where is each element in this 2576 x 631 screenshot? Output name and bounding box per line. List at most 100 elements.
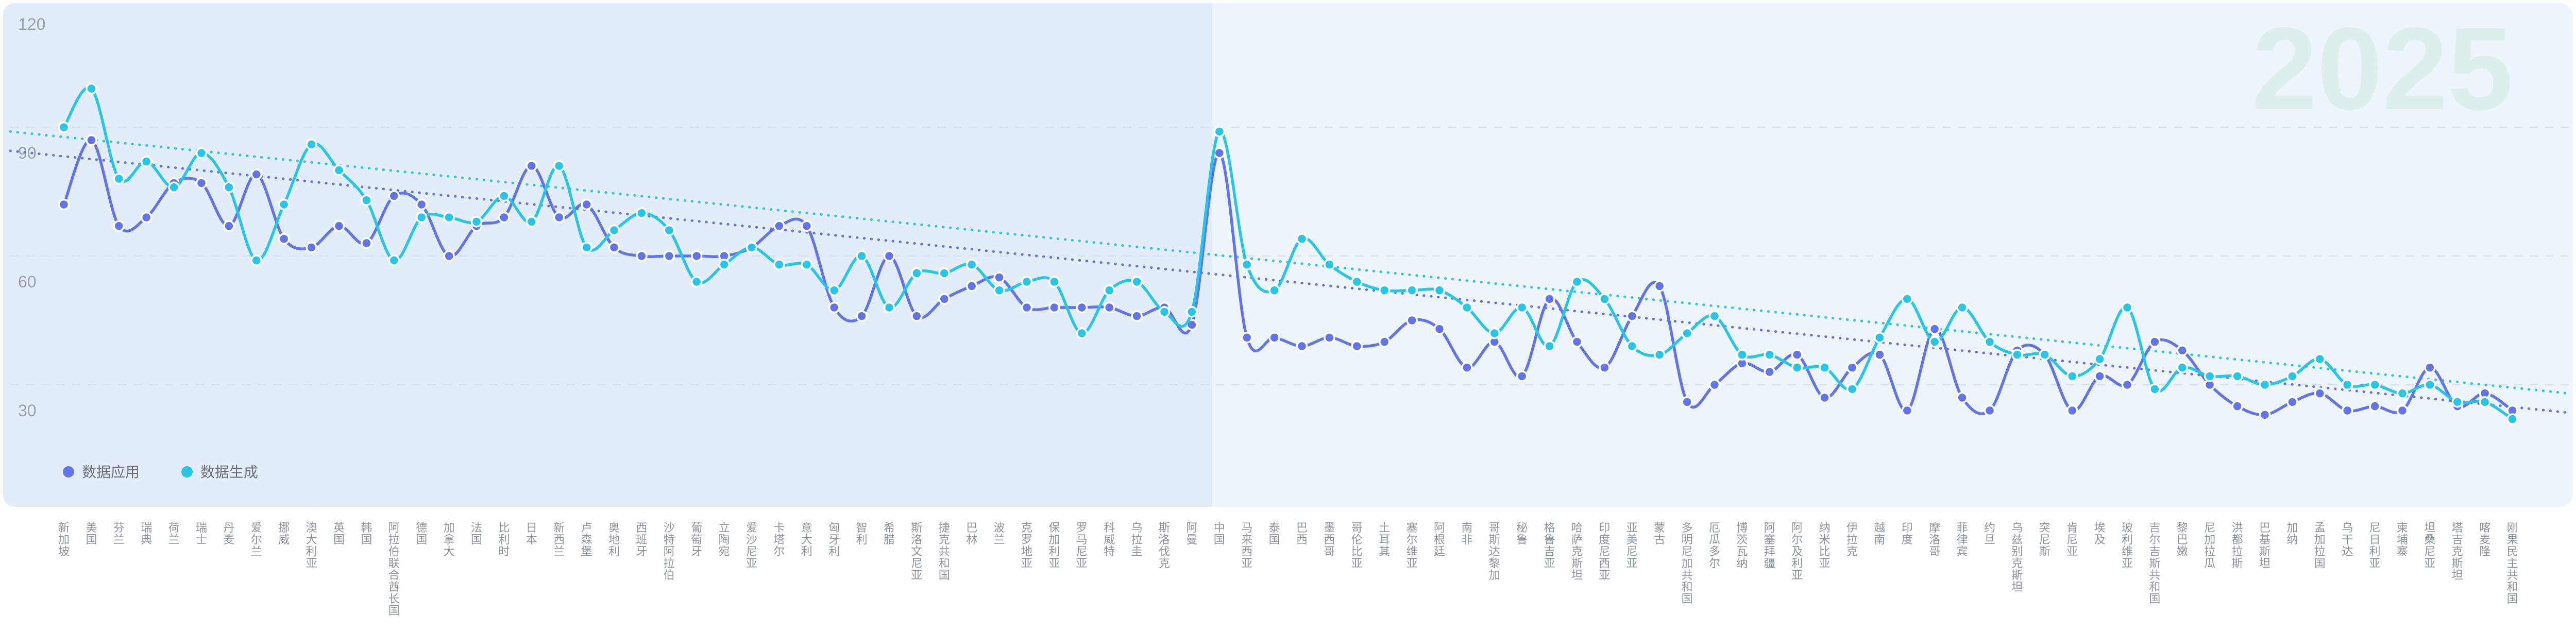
data-point (1984, 404, 1996, 417)
data-point (911, 310, 923, 322)
x-axis-label: 坦桑尼亚 (2424, 521, 2435, 570)
x-axis-label: 伊拉克 (1846, 521, 1858, 558)
data-point (1516, 370, 1528, 382)
data-point (1681, 396, 1693, 408)
data-point (2259, 379, 2271, 391)
x-axis-label: 吉尔吉斯共和国 (2149, 521, 2160, 605)
data-point (2149, 383, 2161, 395)
data-point (553, 211, 565, 224)
data-point (58, 198, 70, 211)
data-point (223, 181, 235, 193)
data-point (828, 284, 840, 296)
data-point (2094, 370, 2106, 382)
data-point (1268, 284, 1280, 296)
data-point (883, 250, 895, 262)
data-point (1846, 383, 1858, 395)
x-axis-label: 罗马尼亚 (1076, 521, 1088, 570)
data-point (1103, 284, 1115, 296)
x-axis-label: 埃及 (2094, 521, 2106, 546)
data-point (2424, 362, 2436, 373)
x-axis-label: 阿拉伯联合酋长国 (388, 521, 400, 617)
x-axis-label: 南非 (1461, 521, 1472, 546)
x-axis-label: 捷克共和国 (939, 521, 950, 582)
data-point (938, 293, 951, 305)
trend-line (9, 149, 2570, 414)
data-point (1213, 147, 1226, 159)
data-point (1819, 362, 1831, 373)
data-point (1928, 323, 1941, 335)
x-axis-label: 印度尼西亚 (1599, 521, 1610, 582)
x-axis-label: 格鲁吉亚 (1544, 521, 1555, 570)
x-axis-label: 日本 (526, 521, 537, 546)
data-point (965, 280, 978, 292)
data-point (2451, 396, 2464, 408)
data-point (1764, 366, 1776, 378)
legend-item-1[interactable]: 数据生成 (181, 464, 258, 480)
data-point (663, 250, 675, 262)
data-point (2286, 396, 2298, 408)
y-axis-label: 30 (18, 401, 37, 420)
data-point (1544, 340, 1555, 352)
legend-item-0[interactable]: 数据应用 (63, 464, 140, 480)
x-axis-label: 芬兰 (113, 521, 125, 546)
x-axis-label: 科威特 (1104, 521, 1115, 558)
data-point (2396, 387, 2409, 399)
data-point (361, 237, 372, 249)
data-point (1571, 336, 1583, 348)
data-point (636, 207, 648, 219)
x-axis-label: 尼日利亚 (2369, 521, 2381, 570)
data-point (1653, 280, 1666, 292)
x-axis-label: 肯尼亚 (2066, 521, 2078, 558)
data-point (1268, 332, 1280, 344)
data-point (1956, 391, 1968, 404)
x-axis-label: 智利 (856, 521, 868, 546)
data-point (2094, 353, 2106, 365)
data-point (1351, 340, 1363, 352)
data-point (1158, 306, 1171, 318)
data-point (1928, 336, 1941, 348)
data-point (1378, 336, 1391, 348)
data-point (883, 301, 895, 314)
x-axis-label: 加拿大 (444, 521, 455, 558)
data-point (2039, 349, 2051, 361)
x-axis-label: 塔吉克斯坦 (2452, 521, 2463, 582)
x-axis-label: 阿塞拜疆 (1764, 521, 1775, 570)
x-axis-label: 澳大利亚 (306, 521, 317, 570)
data-point (1406, 314, 1418, 327)
data-point (1874, 332, 1886, 344)
data-point (1544, 293, 1555, 305)
data-point (2506, 413, 2518, 425)
data-point (2369, 400, 2381, 412)
data-point (1433, 284, 1446, 296)
x-axis-label: 阿曼 (1186, 521, 1197, 546)
data-point (581, 198, 592, 211)
y-axis-label: 60 (18, 272, 37, 291)
data-point (1048, 276, 1060, 288)
x-axis-label: 中国 (1214, 521, 1225, 546)
x-axis-label: 英国 (333, 521, 345, 546)
x-axis-label: 哥斯达黎加 (1489, 521, 1500, 582)
x-axis-label: 荷兰 (168, 521, 180, 546)
x-axis-label: 波兰 (994, 521, 1005, 546)
x-axis-label: 卢森堡 (581, 521, 592, 558)
x-axis-label: 爱尔兰 (251, 521, 262, 558)
x-axis-label: 新西兰 (553, 521, 565, 558)
data-point (581, 242, 592, 253)
x-axis-label: 多明尼加共和国 (1682, 521, 1693, 605)
x-axis-label: 越南 (1874, 521, 1885, 546)
x-axis-label: 菲律宾 (1957, 521, 1968, 558)
x-axis-label: 厄瓜多尔 (1709, 521, 1720, 570)
data-point (86, 134, 97, 146)
data-point (553, 160, 565, 172)
data-point (2149, 336, 2161, 348)
data-point (1791, 349, 1803, 361)
data-point (1296, 340, 1308, 352)
data-point (306, 139, 317, 150)
x-axis-label: 保加利亚 (1048, 521, 1060, 570)
data-point (1516, 301, 1528, 314)
data-point (250, 168, 263, 180)
data-point (2231, 400, 2243, 412)
data-point (2066, 404, 2078, 417)
x-axis-label: 哥伦比亚 (1351, 521, 1363, 570)
